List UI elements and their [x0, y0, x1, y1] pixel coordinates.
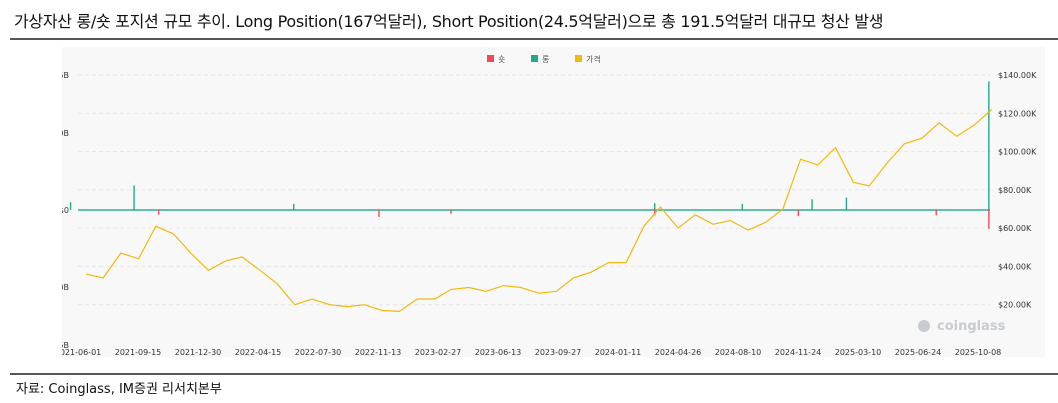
- y-axis-left: $17.535B$10B$0$10B$17.535B: [30, 71, 69, 350]
- x-tick-label: 2024-08-10: [715, 348, 762, 357]
- y-right-tick-label: $40.00K: [998, 262, 1032, 271]
- x-tick-label: 2023-02-27: [415, 348, 462, 357]
- x-tick-label: 2024-01-11: [595, 348, 642, 357]
- coinglass-logo-icon: [918, 320, 930, 332]
- title-divider: [10, 38, 1058, 40]
- y-right-tick-label: $60.00K: [998, 224, 1032, 233]
- legend-label: 숏: [498, 55, 505, 64]
- source-divider: [10, 373, 1058, 375]
- legend: 숏 롱 가격: [487, 54, 601, 64]
- x-tick-label: 2022-07-30: [295, 348, 342, 357]
- x-tick-label: 2023-09-27: [535, 348, 582, 357]
- y-right-tick-label: $80.00K: [998, 186, 1032, 195]
- y-right-tick-label: $120.00K: [998, 109, 1037, 118]
- y-left-tick-label: $10B: [62, 283, 69, 292]
- x-tick-label: 2022-11-13: [355, 348, 402, 357]
- x-tick-label: 2025-06-24: [895, 348, 942, 357]
- y-axis-right: $140.00K $120.00K $100.00K $80.00K $60.00K $4…: [998, 71, 1037, 310]
- price-line: [85, 109, 993, 313]
- x-tick-label: 2021-06-01: [62, 348, 101, 357]
- grid: [78, 74, 990, 306]
- x-tick-label: 2022-04-15: [235, 348, 282, 357]
- y-left-tick-label: $0: [62, 206, 69, 215]
- x-tick-label: 2025-03-10: [835, 348, 882, 357]
- x-axis: 2021-06-01 2021-09-15 2021-12-30 2022-04-15…: [55, 348, 1002, 357]
- coinglass-watermark: coinglass: [937, 319, 1006, 334]
- page-title: 가상자산 롱/숏 포지션 규모 추이. Long Position(167억달러…: [14, 12, 884, 31]
- legend-swatch: [487, 55, 494, 62]
- x-tick-label: 2023-06-13: [475, 348, 522, 357]
- x-tick-label: 2021-12-30: [175, 348, 222, 357]
- y-right-tick-label: $100.00K: [998, 148, 1037, 157]
- x-tick-label: 2024-04-26: [655, 348, 702, 357]
- source-note: 자료: Coinglass, IM증권 리서치본부: [16, 382, 222, 397]
- x-tick-label: 2025-10-08: [955, 348, 1002, 357]
- y-left-tick-label: $17.535B: [62, 71, 69, 80]
- legend-swatch: [531, 55, 538, 62]
- y-right-tick-label: $20.00K: [998, 301, 1032, 310]
- legend-label: 롱: [542, 55, 549, 64]
- legend-label: 가격: [586, 54, 601, 64]
- x-tick-label: 2021-09-15: [115, 348, 162, 357]
- legend-swatch: [575, 55, 582, 62]
- y-left-tick-label: $10B: [62, 129, 69, 138]
- y-right-tick-label: $140.00K: [998, 71, 1037, 80]
- liquidation-bars: [69, 81, 990, 229]
- x-tick-label: 2024-11-24: [775, 348, 822, 357]
